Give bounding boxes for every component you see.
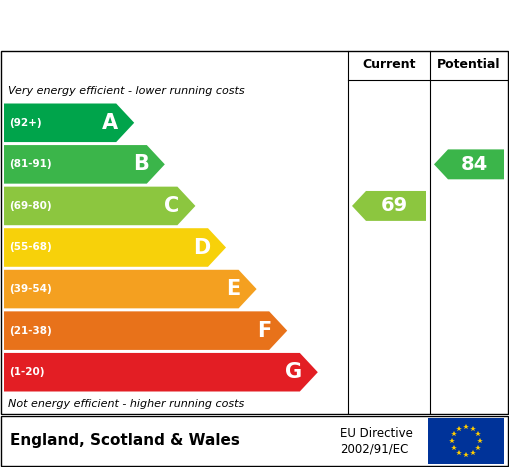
Polygon shape	[4, 104, 134, 142]
Polygon shape	[4, 228, 226, 267]
Text: 84: 84	[460, 155, 488, 174]
Text: England, Scotland & Wales: England, Scotland & Wales	[10, 433, 240, 448]
Text: EU Directive
2002/91/EC: EU Directive 2002/91/EC	[340, 427, 413, 455]
Text: Not energy efficient - higher running costs: Not energy efficient - higher running co…	[8, 399, 244, 409]
Text: B: B	[133, 155, 149, 174]
Text: (81-91): (81-91)	[9, 159, 51, 170]
Text: 69: 69	[380, 197, 408, 215]
Polygon shape	[4, 270, 257, 308]
Polygon shape	[434, 149, 504, 179]
Bar	[428, 418, 504, 464]
Polygon shape	[4, 187, 195, 225]
Text: C: C	[164, 196, 179, 216]
Text: (55-68): (55-68)	[9, 242, 52, 253]
Polygon shape	[352, 191, 426, 221]
Text: A: A	[102, 113, 118, 133]
Text: (39-54): (39-54)	[9, 284, 52, 294]
Text: Potential: Potential	[437, 58, 501, 71]
Text: G: G	[285, 362, 302, 382]
Polygon shape	[4, 353, 318, 391]
Text: Very energy efficient - lower running costs: Very energy efficient - lower running co…	[8, 86, 245, 96]
Text: Current: Current	[362, 58, 416, 71]
Text: E: E	[227, 279, 241, 299]
Text: (92+): (92+)	[9, 118, 42, 128]
Text: D: D	[193, 238, 210, 257]
Text: (21-38): (21-38)	[9, 325, 52, 336]
Text: F: F	[257, 321, 271, 340]
Polygon shape	[4, 311, 287, 350]
Text: (69-80): (69-80)	[9, 201, 51, 211]
Text: Energy Efficiency Rating: Energy Efficiency Rating	[10, 15, 317, 35]
Text: (1-20): (1-20)	[9, 367, 44, 377]
Polygon shape	[4, 145, 165, 184]
